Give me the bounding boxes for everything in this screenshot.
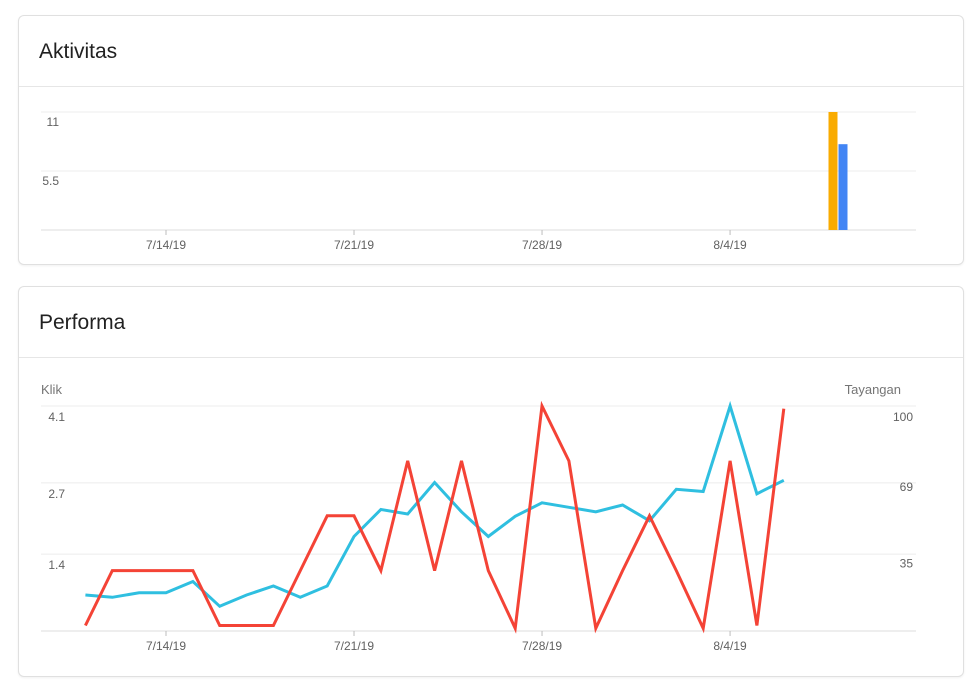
y-left-tick-label: 4.1 <box>48 410 65 424</box>
x-tick-label: 7/28/19 <box>522 238 562 252</box>
bar <box>838 144 848 230</box>
y-tick-label: 11 <box>47 115 60 129</box>
x-tick-label: 7/14/19 <box>146 639 186 653</box>
x-tick-label: 7/28/19 <box>522 639 562 653</box>
series-line-klik <box>84 400 786 634</box>
x-tick-label: 7/21/19 <box>334 238 374 252</box>
y-right-tick-label: 35 <box>900 556 914 570</box>
y-right-tick-label: 69 <box>900 480 914 494</box>
bar <box>828 112 838 230</box>
performance-chart: Klik Tayangan 1.4 2.7 4.1 35 69 100 7/14/19 7/21/… <box>41 382 916 653</box>
activity-card: Aktivitas 5.5 11 7/14/19 7/21/19 7/28/19 8/4/… <box>18 15 964 265</box>
activity-chart: 5.5 11 7/14/19 7/21/19 7/28/19 8/4/19 <box>41 111 916 252</box>
y-axis-left-title: Klik <box>41 382 62 397</box>
x-tick-label: 7/21/19 <box>334 639 374 653</box>
y-axis-right-title: Tayangan <box>845 382 901 397</box>
activity-card-title: Aktivitas <box>39 40 118 63</box>
x-tick-label: 8/4/19 <box>713 639 747 653</box>
activity-card-header: Aktivitas <box>19 16 963 87</box>
y-tick-label: 5.5 <box>42 174 59 188</box>
performance-card-header: Performa <box>19 287 963 358</box>
y-left-tick-label: 2.7 <box>48 487 65 501</box>
y-right-tick-label: 100 <box>893 410 913 424</box>
x-tick-label: 7/14/19 <box>146 238 186 252</box>
performance-card: Performa Klik Tayangan 1.4 2.7 4.1 35 69 100 7/1… <box>18 286 964 677</box>
x-tick-label: 8/4/19 <box>713 238 747 252</box>
performance-card-title: Performa <box>39 311 126 334</box>
y-left-tick-label: 1.4 <box>48 558 65 572</box>
